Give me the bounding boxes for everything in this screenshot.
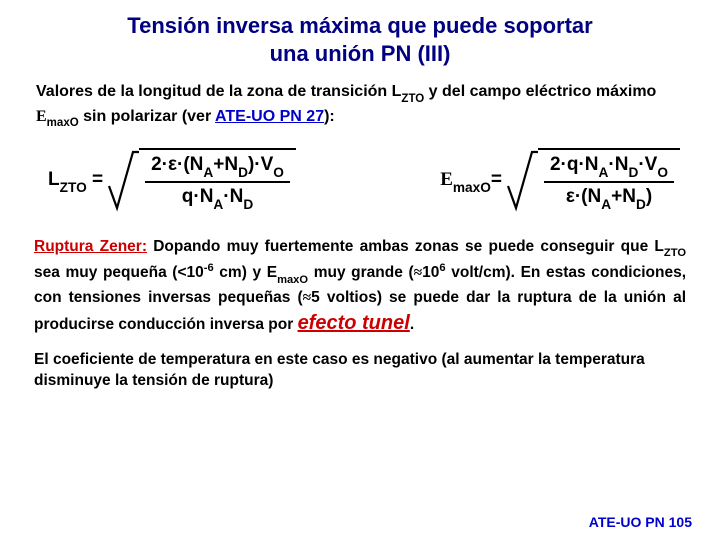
zener-text: . [410,316,414,333]
title-line-1: Tensión inversa máxima que puede soporta… [127,13,592,38]
intro-sub-zto: ZTO [401,93,424,105]
fraction: 2·ε·(NA+ND)·VO q·NA·ND [139,148,296,214]
formula-emax: EmaxO= 2·q·NA·ND·VO ε·(NA+ND) [440,148,680,214]
zener-sup: 6 [439,262,445,274]
approx-icon: ≈ [303,289,312,306]
intro-e: E [36,108,47,125]
zener-sub: ZTO [664,247,686,259]
num-sub: D [238,165,248,180]
zener-text: cm) y E [214,264,277,281]
approx-icon: ≈ [414,264,423,281]
intro-sub-maxo: maxO [47,117,79,129]
lhs-var: E [440,169,453,190]
num-sub: A [599,165,609,180]
formula-lhs: LZTO = [48,169,103,193]
intro-text: Valores de la longitud de la zona de tra… [36,83,401,100]
denominator: ε·(NA+ND) [560,183,658,214]
intro-text: ): [324,108,335,125]
zener-paragraph: Ruptura Zener: Dopando muy fuertemente a… [30,236,690,338]
coefficient-paragraph: El coeficiente de temperatura en este ca… [30,350,690,392]
num-text: 2·q·N [550,154,599,175]
den-sub: D [636,197,646,212]
sqrt-wrap: 2·q·NA·ND·VO ε·(NA+ND) [506,148,680,214]
den-text: +N [611,186,636,207]
lhs-sub: ZTO [60,180,87,195]
slide-footer: ATE-UO PN 105 [589,514,692,530]
lhs-sub: maxO [453,180,491,195]
num-text: )·V [248,154,273,175]
zener-heading: Ruptura Zener: [34,238,147,255]
num-sub: D [628,165,638,180]
numerator: 2·q·NA·ND·VO [544,150,674,183]
formula-lhs: EmaxO= [440,169,502,193]
lhs-var: L [48,169,60,190]
num-text: ·N [608,154,628,175]
slide-title: Tensión inversa máxima que puede soporta… [30,12,690,67]
den-sub: A [213,197,223,212]
fraction: 2·q·NA·ND·VO ε·(NA+ND) [538,148,680,214]
num-sub: O [657,165,668,180]
den-sub: D [243,197,253,212]
zener-text: muy grande ( [308,264,414,281]
den-text: q·N [182,186,214,207]
radical-icon [506,148,538,212]
intro-text: y del campo eléctrico máximo [424,83,656,100]
den-sub: A [601,197,611,212]
den-text: ε·(N [566,186,601,207]
num-text: +N [213,154,238,175]
title-line-2: una unión PN (III) [270,41,451,66]
num-sub: O [273,165,284,180]
zener-text: sea muy pequeña (<10 [34,264,204,281]
zener-text: 10 [422,264,439,281]
den-text: ) [646,186,652,207]
intro-ref-link: ATE-UO PN 27 [215,108,324,125]
zener-efecto-tunel: efecto tunel [298,312,410,334]
num-text: ·V [638,154,657,175]
num-sub: A [203,165,213,180]
denominator: q·NA·ND [176,183,259,214]
intro-text: sin polarizar (ver [79,108,215,125]
lhs-eq: = [491,169,502,190]
formulas-row: LZTO = 2·ε·(NA+ND)·VO q·NA·ND EmaxO= [30,148,690,214]
num-text: 2·ε·(N [151,154,203,175]
lhs-eq: = [87,169,103,190]
sqrt-wrap: 2·ε·(NA+ND)·VO q·NA·ND [107,148,296,214]
radical-icon [107,148,139,212]
zener-sub: maxO [277,274,308,286]
formula-lzto: LZTO = 2·ε·(NA+ND)·VO q·NA·ND [48,148,296,214]
den-text: ·N [223,186,243,207]
numerator: 2·ε·(NA+ND)·VO [145,150,290,183]
intro-paragraph: Valores de la longitud de la zona de tra… [30,81,690,130]
zener-sup: -6 [204,262,214,274]
zener-text: Dopando muy fuertemente ambas zonas se p… [147,238,664,255]
